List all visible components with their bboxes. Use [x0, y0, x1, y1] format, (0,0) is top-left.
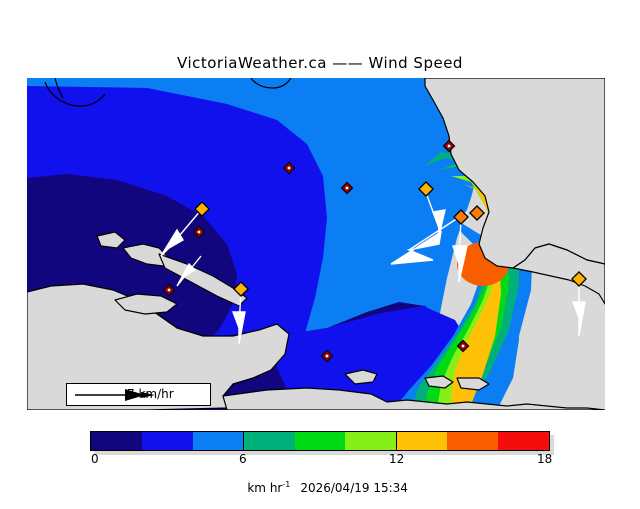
colorbar-segment-0 — [91, 432, 142, 450]
wind-arrows — [160, 189, 586, 345]
station-marker-inactive — [162, 139, 470, 363]
page-title: VictoriaWeather.ca —— Wind Speed — [177, 54, 463, 72]
colorbar-segment-4 — [294, 432, 346, 450]
station-marker-active — [194, 181, 587, 297]
land-n-arc — [250, 78, 292, 89]
wind-arrow-east-centre — [452, 217, 468, 283]
land-south-coast — [222, 387, 605, 410]
wind-arrow-east-north — [424, 189, 446, 245]
wind-barb-reference-icon — [75, 389, 155, 401]
contour-band-12-14-peak — [451, 184, 501, 410]
wind-scale-legend: 7 km/hr — [66, 383, 211, 406]
colorbar[interactable] — [90, 431, 550, 451]
colorbar-segment-2 — [192, 432, 244, 450]
weather-map-page: VictoriaWeather.ca —— Wind Speed — [0, 54, 640, 495]
wind-speed-contour-svg — [27, 78, 605, 410]
wind-speed-map[interactable] — [27, 78, 605, 410]
station-markers[interactable] — [162, 139, 587, 363]
land-west-peninsula — [114, 293, 178, 315]
wind-arrow-northwest — [176, 255, 202, 287]
colorbar-tick-12: 12 — [389, 452, 405, 466]
colorbar-segment-8 — [498, 432, 550, 450]
land-south-mainland — [27, 283, 290, 410]
colorbar-segment-5 — [345, 432, 397, 450]
colorbar-units-exponent: -1 — [282, 480, 291, 489]
colorbar-tick-18: 18 — [537, 452, 553, 466]
colorbar-units-row: km hr-1 2026/04/19 15:34 — [0, 466, 640, 509]
wind-arrow-central — [160, 209, 202, 257]
land-nw-arc2 — [54, 78, 64, 99]
colorbar-tick-6: 6 — [239, 452, 247, 466]
colorbar-segment-3 — [243, 432, 295, 450]
land-east-tail — [512, 243, 605, 305]
colorbar-ticks: 0 6 12 18 — [0, 452, 640, 468]
colorbar-segment-6 — [396, 432, 448, 450]
land-west-hook — [96, 231, 126, 249]
land-island-c — [456, 377, 490, 391]
land-island-a — [344, 369, 378, 385]
colorbar-tick-0: 0 — [91, 452, 99, 466]
colorbar-segment-7 — [447, 432, 499, 450]
land-island-b — [424, 375, 454, 389]
timestamp: 2026/04/19 15:34 — [300, 481, 408, 495]
wind-scale-label: 7 km/hr — [127, 387, 174, 401]
colorbar-segment-1 — [141, 432, 193, 450]
landmasses — [27, 78, 605, 410]
colorbar-divider-12 — [396, 432, 397, 450]
land-nw-arc — [44, 81, 106, 107]
colorbar-units: km hr — [247, 481, 283, 495]
land-isthmus — [158, 253, 248, 307]
colorbar-divider-6 — [243, 432, 244, 450]
